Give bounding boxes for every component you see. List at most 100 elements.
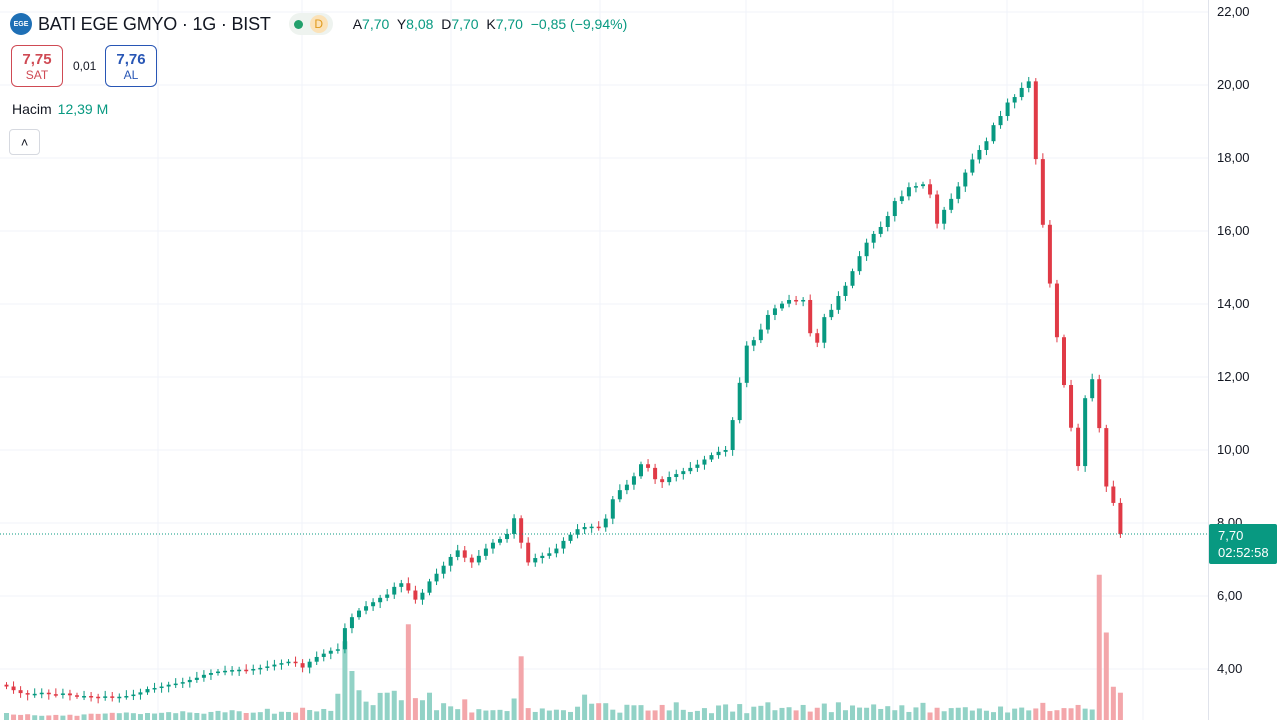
buy-button[interactable]: 7,76 AL bbox=[105, 45, 157, 87]
volume-bar bbox=[412, 698, 418, 720]
candle-body bbox=[131, 694, 136, 697]
chevron-up-icon: ˄ bbox=[20, 134, 29, 150]
volume-bar bbox=[666, 710, 672, 720]
volume-bar bbox=[60, 715, 66, 720]
ohlc-values: A7,70 Y8,08 D7,70 K7,70 −0,85 (−9,94%) bbox=[353, 16, 628, 32]
candle-body bbox=[1069, 385, 1074, 428]
symbol-header: EGE BATI EGE GMYO · 1G · BIST D A7,70 Y8… bbox=[10, 10, 627, 38]
volume-bar bbox=[1026, 710, 1032, 720]
volume-bar bbox=[1103, 632, 1109, 720]
volume-bar bbox=[948, 708, 954, 720]
volume-bar bbox=[419, 700, 425, 720]
volume-bar bbox=[927, 712, 933, 720]
candle-body bbox=[251, 669, 256, 671]
sell-button[interactable]: 7,75 SAT bbox=[11, 45, 63, 87]
low-value: 7,70 bbox=[451, 16, 479, 32]
candle-body bbox=[801, 299, 806, 302]
volume-bar bbox=[624, 704, 630, 720]
candle-body bbox=[335, 649, 340, 651]
volume-bar bbox=[518, 656, 524, 720]
candle-body bbox=[603, 518, 608, 528]
volume-bar bbox=[892, 710, 898, 720]
candle-body bbox=[554, 548, 559, 554]
symbol-logo[interactable]: EGE bbox=[10, 13, 32, 35]
volume-bar bbox=[53, 714, 59, 720]
volume-bar bbox=[1040, 702, 1046, 720]
volume-bar bbox=[934, 707, 940, 720]
candle-body bbox=[688, 467, 693, 472]
status-d-badge: D bbox=[309, 15, 328, 33]
volume-bar bbox=[1110, 686, 1116, 720]
candle-body bbox=[575, 529, 580, 535]
candle-body bbox=[75, 695, 79, 697]
candle-body bbox=[420, 592, 425, 600]
volume-bar bbox=[546, 710, 552, 720]
volume-bar bbox=[18, 714, 24, 720]
volume-bar bbox=[878, 708, 884, 720]
volume-bar bbox=[490, 710, 496, 720]
volume-bar bbox=[864, 707, 870, 720]
candle-body bbox=[293, 661, 298, 664]
change-value: −0,85 (−9,94%) bbox=[530, 16, 628, 32]
volume-bar bbox=[1082, 708, 1088, 720]
candle-body bbox=[392, 586, 397, 595]
volume-bar bbox=[1075, 704, 1081, 720]
volume-bar bbox=[1005, 712, 1011, 720]
volume-bar bbox=[469, 712, 475, 720]
candle-body bbox=[272, 664, 277, 667]
volume-legend: Hacim 12,39 M bbox=[12, 101, 108, 117]
market-status-badge[interactable]: D bbox=[288, 13, 333, 35]
candle-body bbox=[194, 677, 199, 680]
volume-bar bbox=[525, 708, 531, 720]
volume-bar bbox=[1096, 574, 1102, 720]
volume-bar bbox=[871, 704, 877, 720]
volume-value: 12,39 M bbox=[57, 101, 109, 117]
candle-body bbox=[321, 653, 326, 657]
candle-body bbox=[850, 271, 855, 286]
candle-body bbox=[145, 689, 150, 693]
candle-body bbox=[39, 692, 44, 695]
volume-bar bbox=[152, 713, 158, 720]
candle-body bbox=[780, 303, 784, 309]
symbol-title[interactable]: BATI EGE GMYO · 1G · BIST bbox=[38, 13, 271, 34]
candle-body bbox=[667, 477, 672, 483]
candle-body bbox=[455, 550, 460, 557]
volume-bar bbox=[130, 713, 136, 720]
volume-bar bbox=[384, 692, 390, 720]
volume-bar bbox=[293, 712, 299, 720]
volume-bar bbox=[208, 711, 214, 720]
volume-bar bbox=[476, 709, 482, 720]
candle-body bbox=[885, 216, 890, 227]
spread-value: 0,01 bbox=[73, 59, 97, 73]
close-value: 7,70 bbox=[495, 16, 523, 32]
volume-bar bbox=[194, 713, 200, 720]
volume-bar bbox=[300, 707, 306, 720]
candle-body bbox=[519, 518, 524, 543]
candle-body bbox=[173, 683, 178, 686]
candle-body bbox=[1090, 379, 1095, 399]
volume-bar bbox=[74, 715, 80, 720]
candle-body bbox=[46, 692, 51, 695]
candle-body bbox=[67, 693, 72, 696]
volume-bar bbox=[850, 705, 855, 720]
volume-bar bbox=[969, 710, 975, 720]
candle-body bbox=[1062, 337, 1066, 386]
candle-body bbox=[582, 527, 587, 530]
candle-body bbox=[357, 610, 361, 618]
volume-bar bbox=[11, 714, 17, 720]
candle-body bbox=[1076, 427, 1081, 467]
open-label: A bbox=[352, 16, 363, 32]
volume-bar bbox=[4, 713, 9, 720]
collapse-indicators-button[interactable]: ˄ bbox=[9, 129, 40, 155]
candle-body bbox=[681, 471, 686, 475]
candle-body bbox=[935, 194, 940, 224]
close-label: K bbox=[486, 16, 496, 32]
candle-body bbox=[963, 172, 968, 187]
volume-bar bbox=[1061, 708, 1067, 720]
volume-bar bbox=[166, 712, 172, 720]
volume-bar bbox=[286, 711, 291, 720]
volume-bar bbox=[730, 711, 736, 720]
candle-body bbox=[265, 666, 270, 668]
candle-body bbox=[300, 663, 305, 668]
